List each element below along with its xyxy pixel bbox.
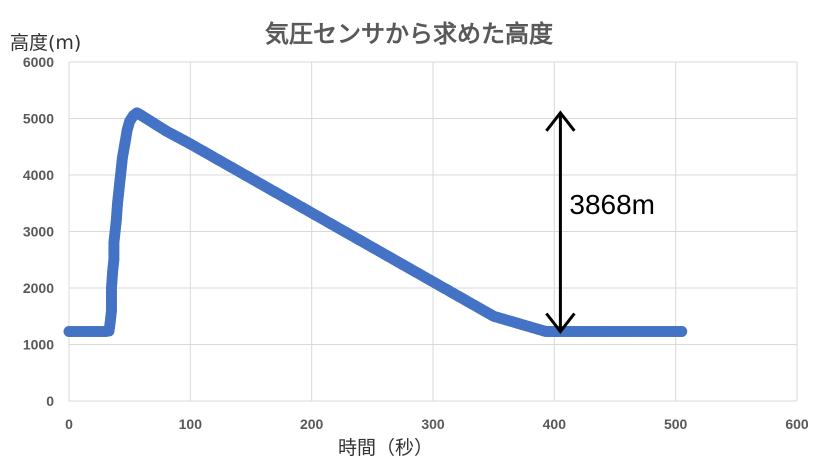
y-tick-label: 4000 [23, 167, 54, 183]
x-tick-label: 200 [300, 416, 324, 432]
x-tick-label: 300 [421, 416, 445, 432]
y-axis-label: 高度(m) [10, 32, 82, 54]
annotation-arrowhead-bottom [545, 312, 576, 334]
x-tick-label: 600 [785, 416, 809, 432]
y-tick-label: 1000 [23, 337, 54, 353]
x-tick-label: 500 [664, 416, 688, 432]
y-tick-label: 5000 [23, 111, 54, 127]
y-tick-label: 2000 [23, 280, 54, 296]
x-tick-label: 400 [543, 416, 567, 432]
y-tick-label: 6000 [23, 54, 54, 70]
x-tick-label: 100 [179, 416, 203, 432]
x-tick-label: 0 [65, 416, 73, 432]
chart-title: 気圧センサから求めた高度 [265, 20, 553, 48]
annotation-arrowhead-top [545, 110, 576, 132]
y-tick-label: 3000 [23, 224, 54, 240]
annotation-label: 3868m [569, 189, 655, 220]
y-tick-label: 0 [46, 393, 54, 409]
data-point [676, 326, 688, 338]
x-axis-label: 時間（秒） [338, 437, 434, 459]
